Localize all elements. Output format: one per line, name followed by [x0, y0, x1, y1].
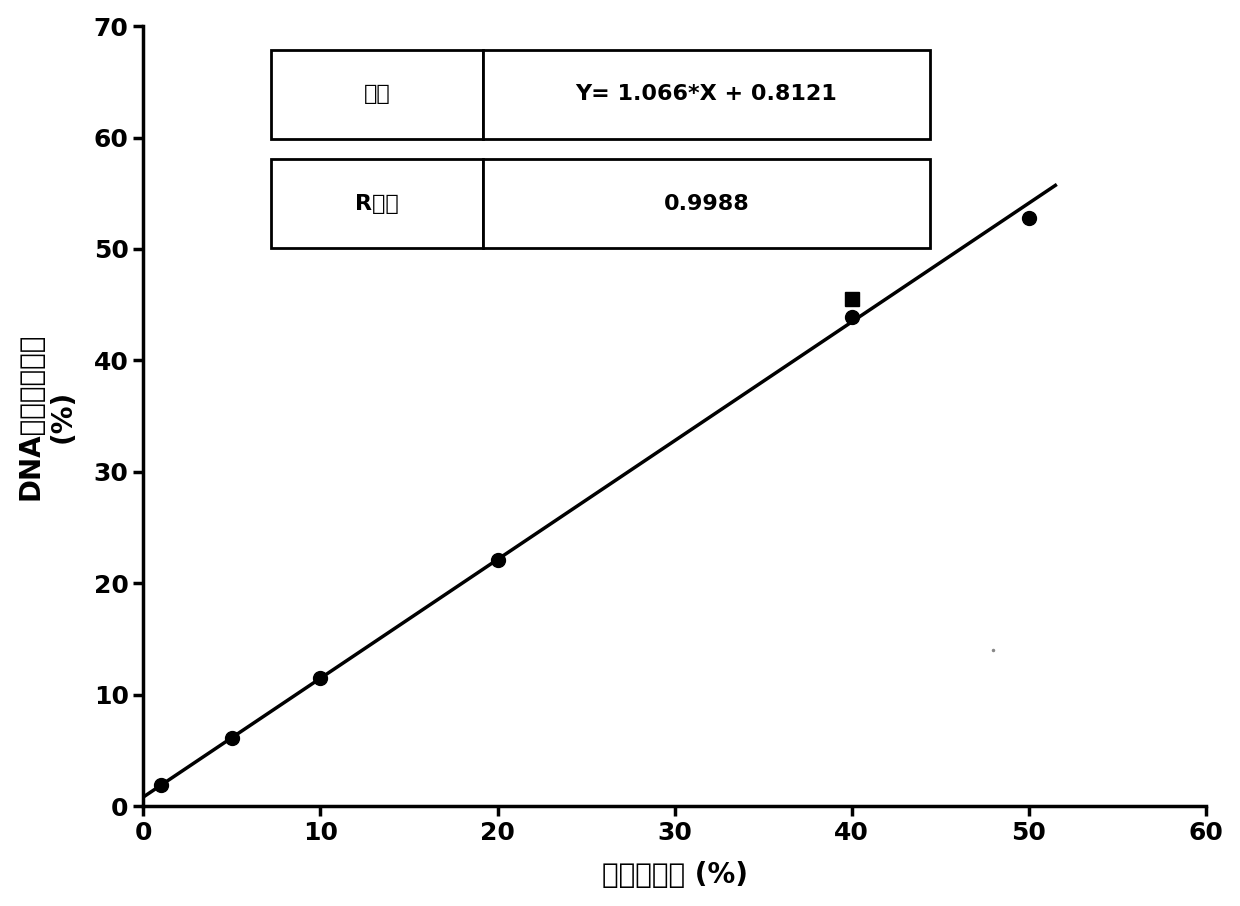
Text: Y= 1.066*X + 0.8121: Y= 1.066*X + 0.8121: [575, 84, 837, 104]
Bar: [484, 159, 930, 248]
Text: R平方: R平方: [355, 194, 399, 214]
Bar: [484, 50, 930, 140]
Text: 0.9988: 0.9988: [663, 194, 749, 214]
Bar: [270, 159, 484, 248]
Text: 方程: 方程: [363, 84, 391, 104]
Bar: [270, 50, 484, 140]
X-axis label: 质量百分比 (%): 质量百分比 (%): [601, 862, 748, 890]
Y-axis label: DNA拷贝数百分比
(%): DNA拷贝数百分比 (%): [16, 333, 77, 500]
